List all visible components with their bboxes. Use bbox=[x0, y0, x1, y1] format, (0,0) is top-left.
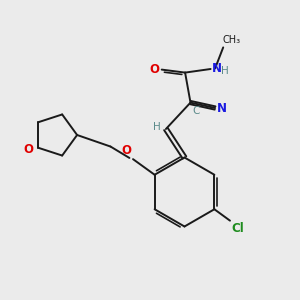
Text: H: H bbox=[153, 122, 160, 133]
Text: N: N bbox=[217, 101, 227, 115]
Text: Cl: Cl bbox=[231, 222, 244, 235]
Text: O: O bbox=[150, 63, 160, 76]
Text: H: H bbox=[221, 66, 229, 76]
Text: O: O bbox=[23, 143, 33, 156]
Text: C: C bbox=[193, 106, 200, 116]
Text: N: N bbox=[212, 62, 221, 76]
Text: CH₃: CH₃ bbox=[223, 35, 241, 45]
Text: O: O bbox=[121, 144, 131, 157]
